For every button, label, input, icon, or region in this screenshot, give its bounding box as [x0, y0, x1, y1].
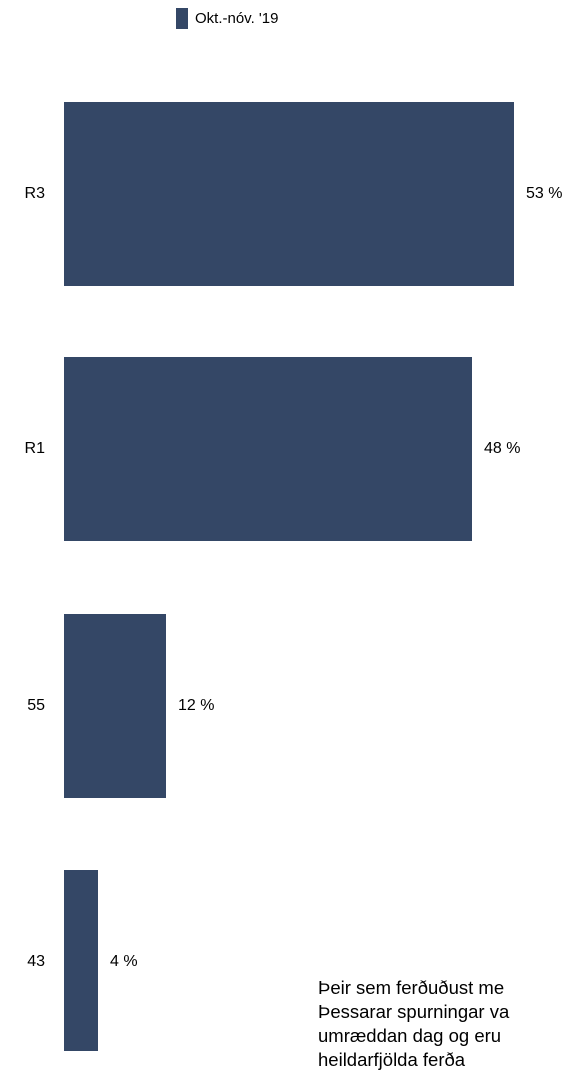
value-label: 4 % — [110, 953, 138, 970]
bar-R3 — [64, 102, 514, 286]
value-label: 48 % — [484, 440, 520, 457]
value-label: 53 % — [526, 185, 562, 202]
value-label: 12 % — [178, 697, 214, 714]
bar-43 — [64, 870, 98, 1051]
legend-label: Okt.-nóv. '19 — [195, 10, 279, 27]
category-label: 55 — [27, 697, 45, 714]
bar-R1 — [64, 357, 472, 541]
note-line: heildarfjölda ferða — [318, 1049, 466, 1070]
category-label: R1 — [25, 440, 46, 457]
note-line: Þessarar spurningar va — [318, 1001, 510, 1022]
note-line: Þeir sem ferðuðust me — [318, 977, 505, 998]
note-text: Þeir sem ferðuðust me Þessarar spurninga… — [318, 976, 582, 1072]
bar-55 — [64, 614, 166, 798]
legend-swatch — [176, 8, 188, 29]
chart-legend: Okt.-nóv. '19 — [176, 8, 278, 29]
category-label: R3 — [25, 185, 46, 202]
note-line: umræddan dag og eru — [318, 1025, 502, 1046]
category-label: 43 — [27, 953, 45, 970]
